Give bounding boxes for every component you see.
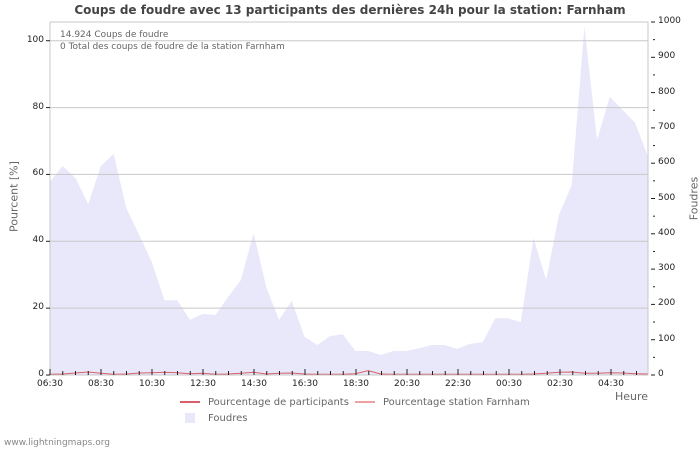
legend-item-participants: Pourcentage de participants (180, 397, 349, 408)
tick-label: 60 (32, 168, 44, 179)
tick-label: 16:30 (292, 379, 318, 389)
footer-link[interactable]: www.lightningmaps.org (4, 438, 110, 448)
tick-label: 06:30 (37, 379, 63, 389)
legend-strikes-label: Foudres (208, 413, 248, 424)
tick-label: 00:30 (496, 379, 522, 389)
tick-label: 08:30 (88, 379, 114, 389)
tick-label: 40 (32, 235, 44, 246)
tick-label: 600 (658, 157, 676, 168)
tick-label: 200 (658, 298, 676, 309)
tick-label: 18:30 (343, 379, 369, 389)
legend-item-strikes: Foudres (180, 413, 247, 424)
strikes-area (50, 26, 648, 376)
tick-label: 22:30 (445, 379, 471, 389)
station-line-swatch (355, 401, 375, 403)
tick-label: 0 (38, 369, 44, 379)
tick-label: 20 (32, 302, 44, 313)
tick-label: 800 (658, 86, 676, 97)
tick-label: 80 (32, 101, 44, 112)
tick-label: 0 (658, 369, 664, 379)
tick-label: 100 (26, 34, 44, 45)
tick-label: 04:30 (598, 379, 624, 389)
tick-label: 700 (658, 121, 676, 132)
x-axis-label: Heure (615, 390, 649, 403)
legend-item-station: Pourcentage station Farnham (355, 397, 530, 408)
participants-line (49, 370, 649, 375)
tick-label: 300 (658, 263, 676, 274)
tick-label: 14:30 (241, 379, 267, 389)
tick-label: 10:30 (139, 379, 165, 389)
participants-line-swatch (180, 401, 200, 403)
tick-label: 400 (658, 227, 676, 238)
tick-label: 100 (658, 333, 676, 344)
tick-label: 02:30 (547, 379, 573, 389)
legend-station-label: Pourcentage station Farnham (383, 397, 530, 408)
legend-participants-label: Pourcentage de participants (208, 397, 349, 408)
chart-title: Coups de foudre avec 13 participants des… (74, 3, 626, 17)
strikes-area-swatch (185, 413, 195, 423)
station-total-annotation: 0 Total des coups de foudre de la statio… (60, 42, 285, 52)
right-axis-label: Foudres (687, 176, 700, 221)
tick-label: 900 (658, 51, 676, 62)
tick-label: 12:30 (190, 379, 216, 389)
tick-label: 20:30 (394, 379, 420, 389)
tick-label: 1000 (658, 16, 681, 26)
strike-count-annotation: 14.924 Coups de foudre (60, 30, 169, 40)
tick-label: 500 (658, 192, 676, 203)
